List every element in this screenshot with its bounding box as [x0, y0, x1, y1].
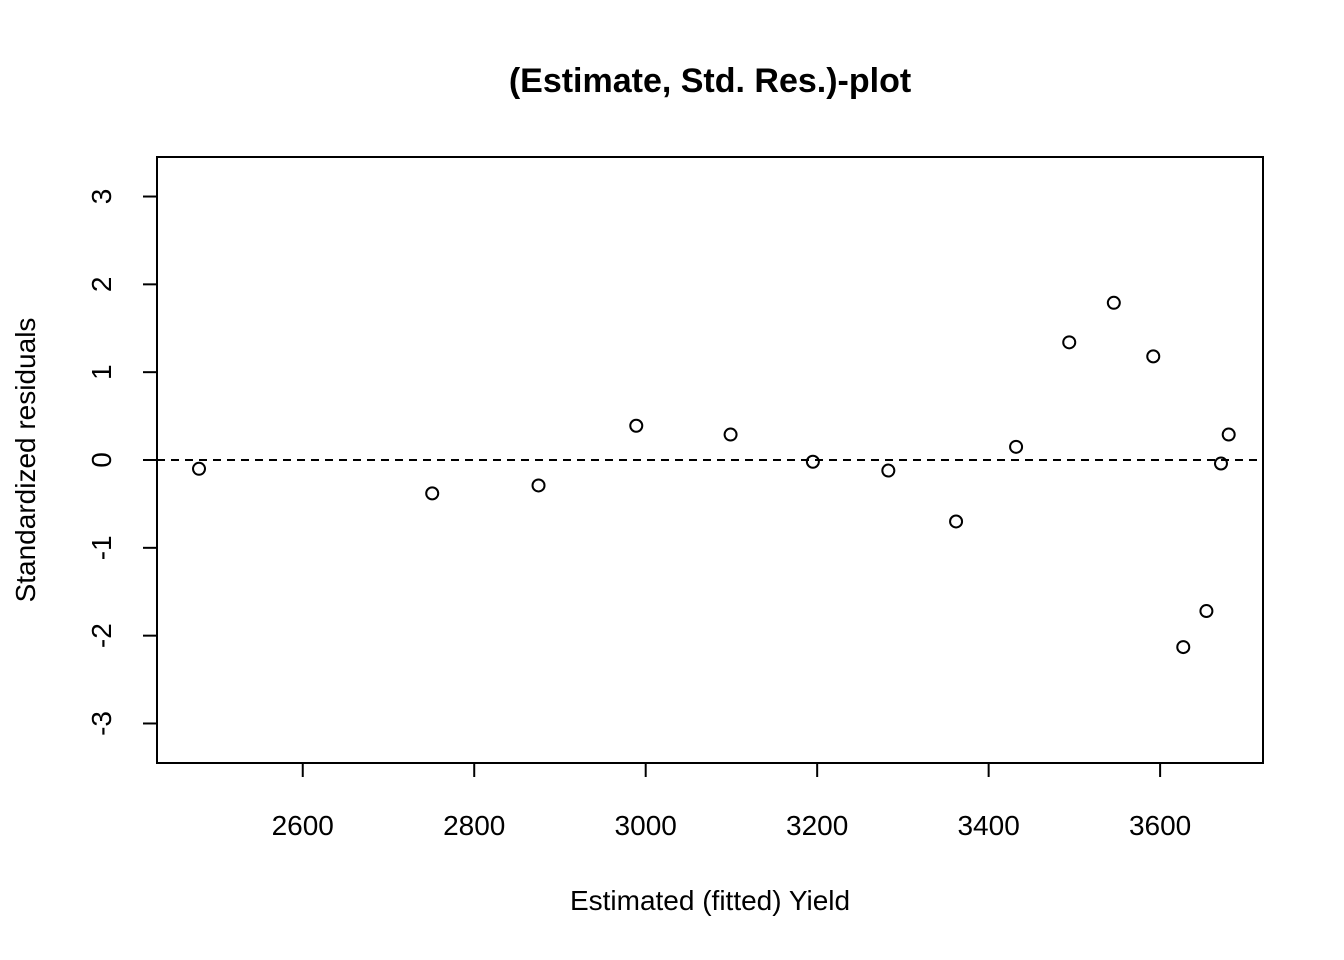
data-point	[1176, 640, 1191, 655]
x-tick-label: 3600	[1129, 810, 1191, 841]
x-tick-label: 2800	[443, 810, 505, 841]
data-point	[1199, 604, 1214, 619]
x-tick-label: 2600	[272, 810, 334, 841]
data-point	[881, 463, 896, 478]
data-point	[723, 427, 738, 442]
x-tick-label: 3000	[615, 810, 677, 841]
data-point	[1146, 349, 1161, 364]
y-axis-label: Standardized residuals	[10, 318, 41, 603]
data-point	[1062, 335, 1077, 350]
data-point	[531, 478, 546, 493]
data-points	[192, 295, 1236, 655]
data-point	[425, 486, 440, 501]
data-point	[1106, 295, 1121, 310]
y-axis: -3 -2 -1 0 1 2 3	[86, 189, 158, 736]
data-point	[1009, 439, 1024, 454]
x-tick-label: 3400	[957, 810, 1019, 841]
data-point	[629, 418, 644, 433]
x-axis-label: Estimated (fitted) Yield	[570, 885, 850, 916]
y-tick-label: 0	[86, 452, 117, 468]
y-tick-label: -2	[86, 623, 117, 648]
x-axis: 2600 2800 3000 3200 3400 3600	[272, 762, 1191, 841]
y-tick-label: 1	[86, 364, 117, 380]
data-point	[1221, 427, 1236, 442]
y-tick-label: -3	[86, 711, 117, 736]
y-tick-label: -1	[86, 535, 117, 560]
data-point	[1213, 456, 1228, 471]
data-point	[192, 461, 207, 476]
chart-title: (Estimate, Std. Res.)-plot	[509, 62, 911, 100]
data-point	[805, 454, 820, 469]
x-tick-label: 3200	[786, 810, 848, 841]
y-tick-label: 3	[86, 189, 117, 205]
y-tick-label: 2	[86, 277, 117, 293]
data-point	[949, 514, 964, 529]
